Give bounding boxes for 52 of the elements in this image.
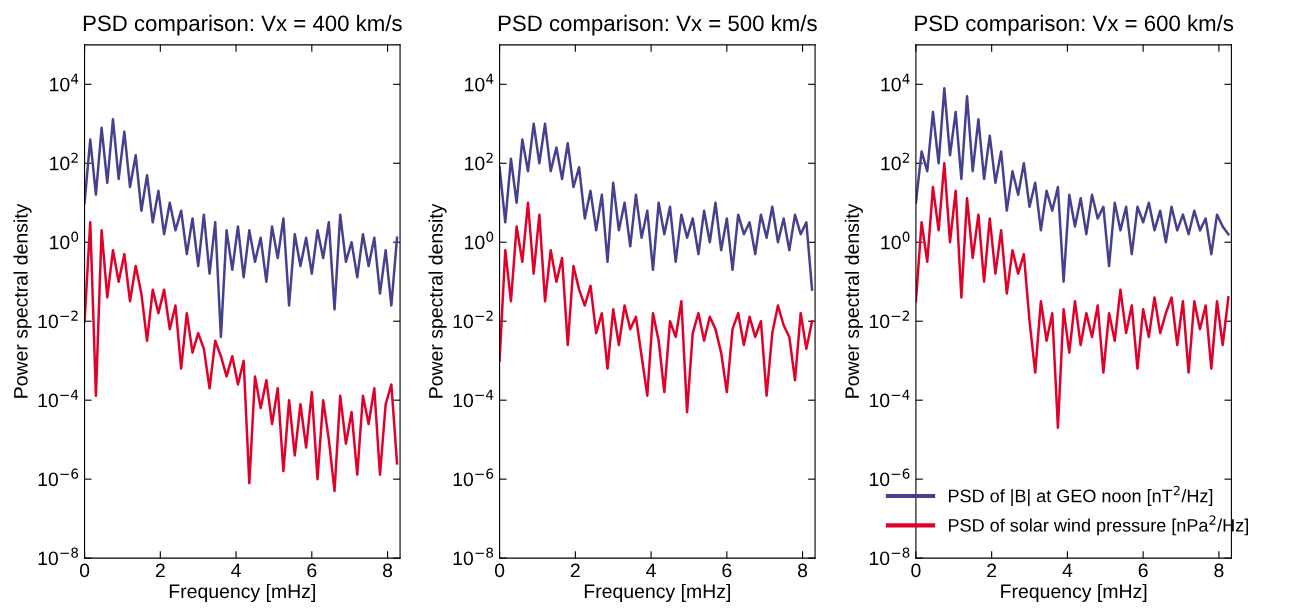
line-series <box>84 118 399 339</box>
x-tick-label: 2 <box>570 563 580 578</box>
y-tick-label: 10$^{−6}$ <box>453 468 494 487</box>
y-tick-label: 10$^{2}$ <box>465 152 493 171</box>
x-tick-label: 2 <box>155 563 165 578</box>
chart-title: PSD comparison: Vx = 600 km/s <box>915 14 1234 36</box>
y-tick-label: 10$^{4}$ <box>881 73 910 92</box>
x-tick-label: 4 <box>646 563 656 578</box>
line-series <box>499 122 814 291</box>
y-tick-label: 10$^{4}$ <box>50 73 79 92</box>
x-axis-title: Frequency [mHz] <box>584 583 730 603</box>
x-tick-label: 0 <box>911 563 921 578</box>
x-tick-label: 4 <box>231 563 241 578</box>
chart-title: PSD comparison: Vx = 400 km/s <box>83 14 402 36</box>
legend-label: PSD of |B| at GEO noon [nT$^{2}$/Hz] <box>949 485 1213 506</box>
y-tick-label: 10$^{−2}$ <box>453 310 493 329</box>
x-tick-label: 6 <box>1138 563 1148 578</box>
line-series <box>84 221 399 493</box>
x-tick-label: 4 <box>1062 563 1073 578</box>
x-tick-label: 2 <box>987 563 997 578</box>
y-tick-label: 10$^{−8}$ <box>38 547 79 566</box>
y-axis-title: Power spectral density <box>428 203 447 398</box>
x-tick-label: 6 <box>722 563 732 578</box>
y-tick-label: 10$^{−4}$ <box>38 389 79 408</box>
y-tick-label: 10$^{−4}$ <box>453 389 494 408</box>
x-tick-label: 8 <box>1214 563 1224 578</box>
y-tick-label: 10$^{2}$ <box>50 152 78 171</box>
line-series <box>915 87 1230 283</box>
x-tick-label: 8 <box>798 563 808 578</box>
y-axis-title: Power spectral density <box>844 203 863 398</box>
y-tick-label: 10$^{−6}$ <box>869 468 910 487</box>
y-tick-label: 10$^{−2}$ <box>869 310 909 329</box>
y-tick-label: 10$^{2}$ <box>881 152 910 171</box>
y-tick-label: 10$^{0}$ <box>50 231 79 250</box>
x-tick-label: 0 <box>494 563 505 578</box>
x-tick-label: 8 <box>383 563 393 578</box>
y-tick-label: 10$^{0}$ <box>881 231 910 250</box>
y-tick-label: 10$^{−2}$ <box>38 310 78 329</box>
y-tick-label: 10$^{−8}$ <box>453 547 494 566</box>
y-axis-title: Power spectral density <box>13 203 32 398</box>
y-tick-label: 10$^{−6}$ <box>38 468 79 487</box>
x-tick-label: 6 <box>307 563 317 578</box>
line-series <box>915 162 1230 430</box>
x-axis-title: Frequency [mHz] <box>1001 583 1147 603</box>
y-tick-label: 10$^{4}$ <box>465 73 494 92</box>
y-tick-label: 10$^{−4}$ <box>869 389 910 408</box>
x-axis-title: Frequency [mHz] <box>169 583 315 603</box>
line-series <box>499 201 814 414</box>
x-tick-label: 0 <box>79 563 90 578</box>
chart-title: PSD comparison: Vx = 500 km/s <box>498 14 817 36</box>
y-tick-label: 10$^{−8}$ <box>869 547 910 566</box>
y-tick-label: 10$^{0}$ <box>465 231 494 250</box>
